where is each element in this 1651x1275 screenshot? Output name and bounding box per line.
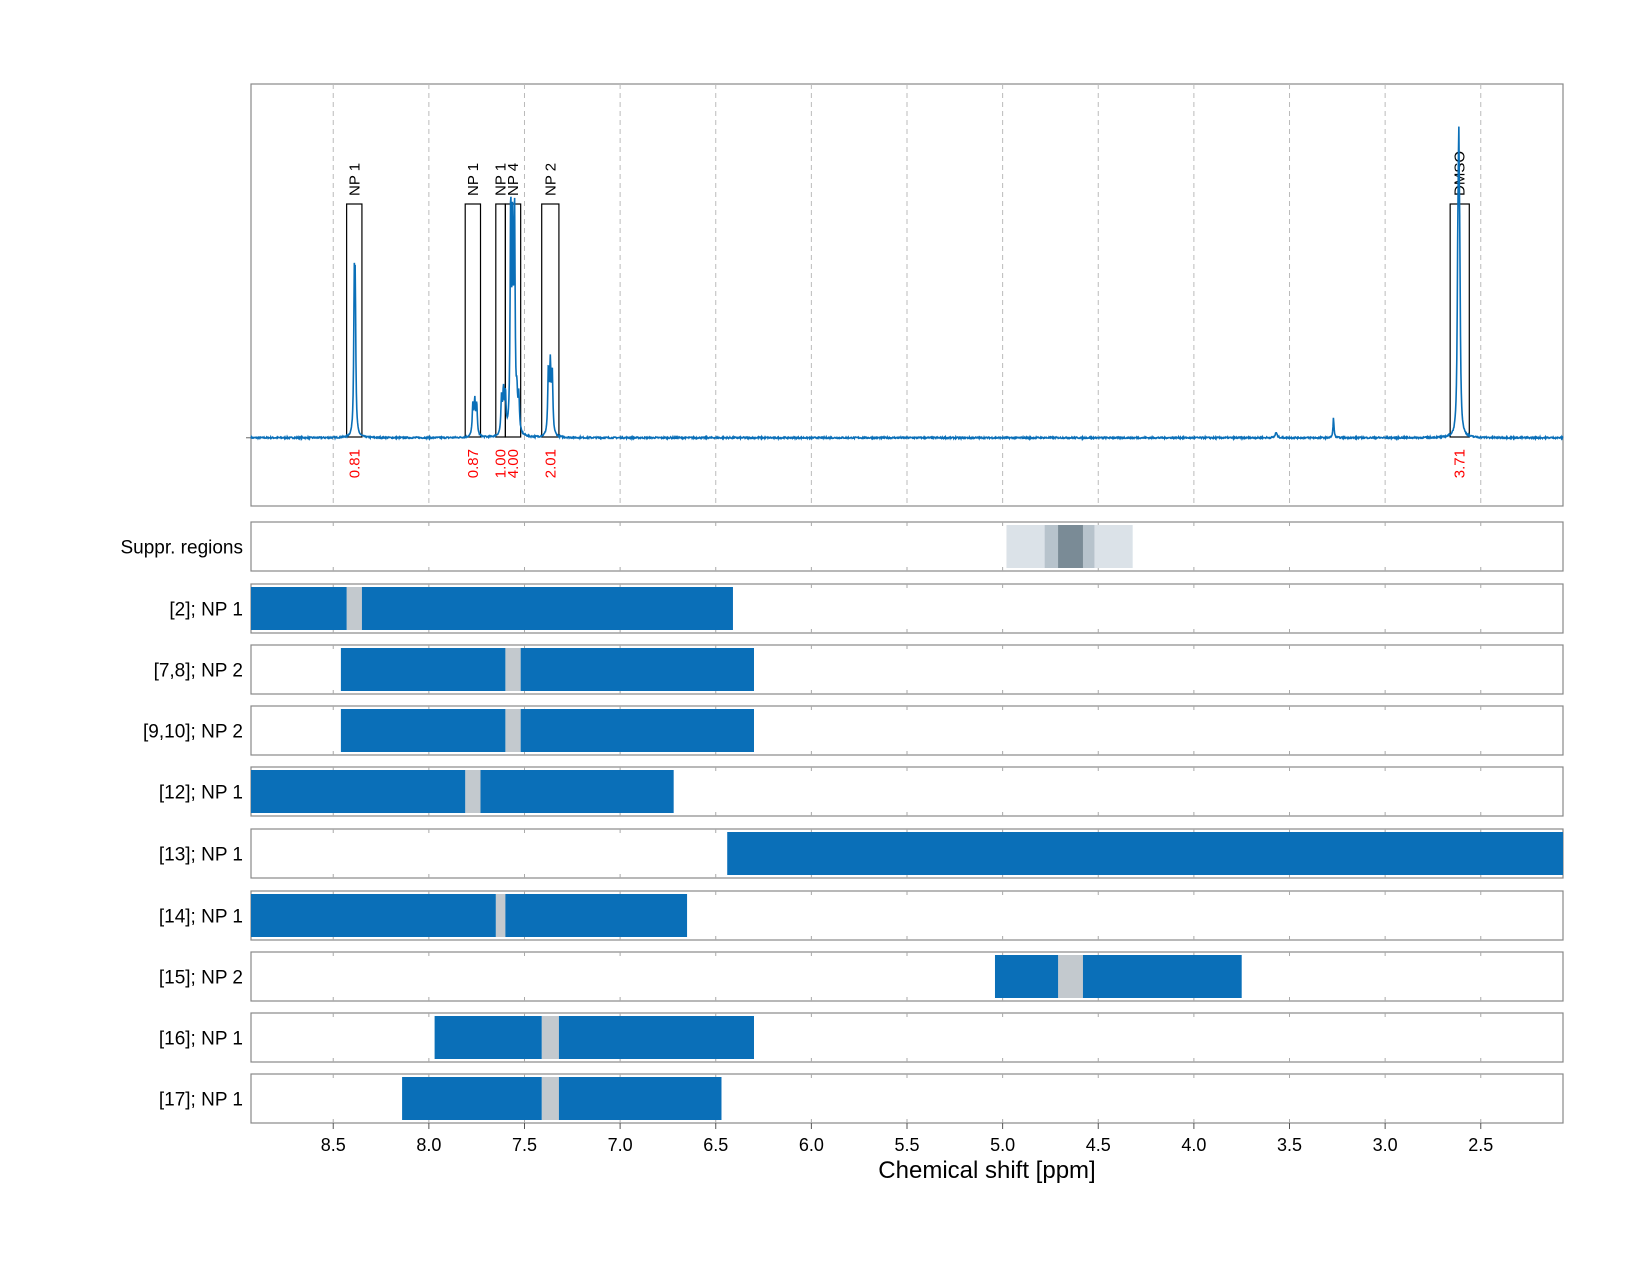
peak-region-label: NP 1: [346, 163, 363, 196]
row-label: [13]; NP 1: [159, 845, 243, 866]
range-bar-segment: [480, 770, 674, 813]
range-bar-segment: [402, 1077, 542, 1120]
peak-region-label: NP 1: [493, 163, 510, 196]
row-label: [9,10]; NP 2: [143, 722, 243, 743]
x-axis: 8.5 8.0 7.5 7.0 6.5 6.0 5.5 5.0 4.5 4.0 3.5 3.0 2.5: [321, 1123, 1493, 1155]
x-tick-label: 6.0: [799, 1135, 824, 1155]
range-bar-segment: [434, 1016, 542, 1059]
row-label: [12]; NP 1: [159, 783, 243, 804]
row-label: [15]; NP 2: [159, 968, 243, 989]
gap-segment: [505, 709, 521, 752]
gap-segment: [541, 1077, 559, 1120]
x-tick-label: 8.0: [416, 1135, 441, 1155]
gap-segment: [495, 894, 506, 937]
integral-value: 4.00: [505, 449, 522, 478]
row-frame: [250, 951, 1564, 1002]
range-bar-segment: [558, 1016, 754, 1059]
peak-region-label: NP 2: [542, 163, 559, 196]
row-frame: [250, 521, 1564, 572]
suppression-row-label: Suppr. regions: [120, 538, 243, 559]
row-label: [17]; NP 1: [159, 1090, 243, 1111]
x-tick-label: 7.5: [512, 1135, 537, 1155]
range-bar-segment: [251, 587, 347, 630]
row-label: [2]; NP 1: [169, 600, 243, 621]
suppression-band: [1058, 525, 1083, 568]
range-bar-segment: [727, 832, 1563, 875]
x-tick-label: 2.5: [1468, 1135, 1493, 1155]
x-tick-label: 4.0: [1181, 1135, 1206, 1155]
integral-value: 3.71: [1452, 449, 1469, 478]
x-axis-label: Chemical shift [ppm]: [878, 1157, 1095, 1184]
x-tick-label: 3.5: [1277, 1135, 1302, 1155]
integral-value: 2.01: [542, 449, 559, 478]
range-bar-segment: [994, 955, 1059, 998]
peak-region-box: [464, 203, 482, 438]
row-label: [14]; NP 1: [159, 907, 243, 928]
range-bar-segment: [251, 770, 466, 813]
range-bars-panel: Suppr. regions [2]; NP 1 [7,8]; NP 2 [9,10]…: [120, 521, 1564, 1124]
gap-segment: [1058, 955, 1083, 998]
gap-segment: [465, 770, 481, 813]
spectrum-panel: NP 1 0.81 NP 1 0.87 NP 1 1.00 NP 4 4.00 NP 2 2.01…: [246, 83, 1564, 507]
spectrum-trace: [250, 126, 1564, 442]
range-bar-segment: [520, 648, 754, 691]
peak-region-box: [346, 203, 363, 438]
x-tick-label: 5.0: [990, 1135, 1015, 1155]
gap-segment: [346, 587, 362, 630]
x-tick-label: 8.5: [321, 1135, 346, 1155]
x-tick-label: 6.5: [703, 1135, 728, 1155]
range-bar-segment: [361, 587, 733, 630]
peak-region-label: NP 1: [465, 163, 482, 196]
x-tick-label: 5.5: [894, 1135, 919, 1155]
x-tick-label: 3.0: [1373, 1135, 1398, 1155]
x-tick-label: 7.0: [608, 1135, 633, 1155]
row-label: [7,8]; NP 2: [154, 661, 243, 682]
range-bar-segment: [1082, 955, 1242, 998]
integral-value: 1.00: [493, 449, 510, 478]
range-bar-segment: [558, 1077, 722, 1120]
range-bar-segment: [520, 709, 754, 752]
peak-region-box: [541, 203, 560, 438]
range-bar-segment: [340, 648, 506, 691]
integral-value: 0.81: [346, 449, 363, 478]
range-bar-segment: [251, 894, 496, 937]
range-bar-segment: [505, 894, 688, 937]
peak-region-label: NP 4: [505, 163, 522, 196]
x-tick-label: 4.5: [1086, 1135, 1111, 1155]
integral-value: 0.87: [465, 449, 482, 478]
gap-segment: [541, 1016, 559, 1059]
row-label: [16]; NP 1: [159, 1029, 243, 1050]
gap-segment: [505, 648, 521, 691]
range-bar-segment: [340, 709, 506, 752]
peak-region-label: DMSO: [1452, 151, 1469, 196]
